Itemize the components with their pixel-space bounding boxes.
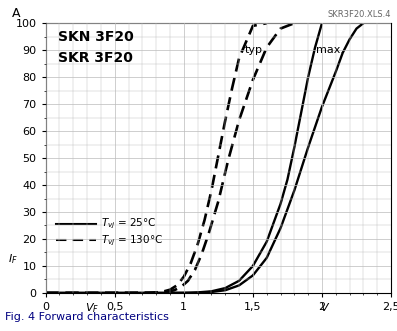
- Text: SKR 3F20: SKR 3F20: [58, 52, 133, 66]
- Text: V: V: [320, 303, 328, 313]
- Text: SKR3F20.XLS.4: SKR3F20.XLS.4: [328, 10, 391, 19]
- Text: Fig. 4 Forward characteristics: Fig. 4 Forward characteristics: [5, 312, 169, 322]
- Text: max.: max.: [316, 45, 344, 55]
- Text: $I_F$: $I_F$: [8, 252, 18, 266]
- Text: typ.: typ.: [245, 45, 266, 55]
- Text: $V_F$: $V_F$: [85, 301, 99, 315]
- Text: A: A: [12, 8, 21, 21]
- Text: SKN 3F20: SKN 3F20: [58, 30, 133, 44]
- Text: $T_{vj}$ = 25°C: $T_{vj}$ = 25°C: [101, 217, 156, 231]
- Text: $T_{vj}$ = 130°C: $T_{vj}$ = 130°C: [101, 233, 163, 248]
